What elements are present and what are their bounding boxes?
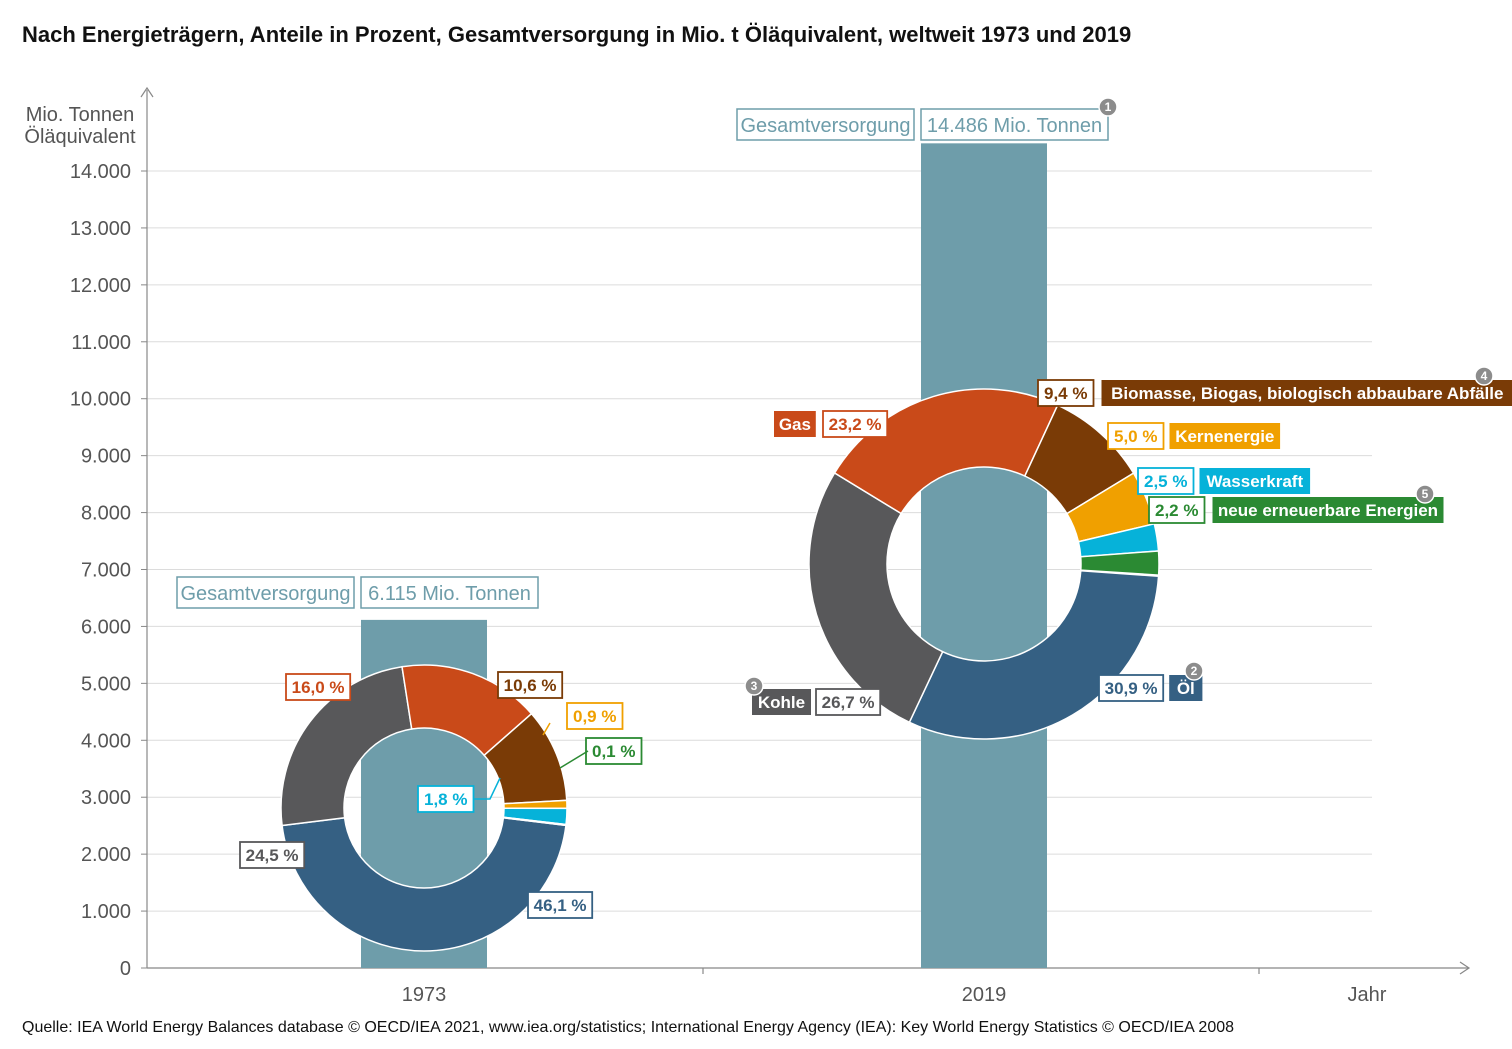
segment-label-biomasse: 9,4 % <box>1044 384 1087 403</box>
footnote-badge <box>744 676 764 696</box>
total-label-box <box>736 108 915 141</box>
segment-label-oel: 46,1 % <box>534 896 587 915</box>
y-tick-label: 10.000 <box>70 389 131 411</box>
segment-label-wasser-box <box>417 785 475 813</box>
segment-name-biomasse: Biomasse, Biogas, biologisch abbaubare A… <box>1111 384 1503 403</box>
segment-label-neue-box <box>1148 496 1206 524</box>
segment-label-biomasse-box <box>1037 379 1095 407</box>
x-tick-label: 2019 <box>962 984 1007 1006</box>
segment-name-gas: Gas <box>779 415 811 434</box>
segment-name-neue-box <box>1212 497 1444 523</box>
leader-wasser <box>474 777 501 800</box>
leader-neue <box>559 750 589 769</box>
total-value-label: 14.486 Mio. Tonnen <box>927 115 1102 137</box>
footnote-badge <box>1184 661 1204 681</box>
segment-label-gas-box <box>285 673 352 701</box>
footnote-number: 3 <box>751 679 758 693</box>
y-tick-label: 12.000 <box>70 275 131 297</box>
y-tick-label: 14.000 <box>70 161 131 183</box>
y-tick-label: 1.000 <box>81 901 131 923</box>
segment-label-gas: 16,0 % <box>292 678 345 697</box>
y-tick-label: 5.000 <box>81 673 131 695</box>
y-tick-label: 4.000 <box>81 730 131 752</box>
total-label-box <box>176 576 355 609</box>
segment-label-oel-box <box>1098 674 1165 702</box>
footnote-number: 5 <box>1422 487 1429 501</box>
chart-title: Nach Energieträgern, Anteile in Prozent,… <box>22 22 1132 47</box>
segment-label-wasser-box <box>1137 467 1195 495</box>
segment-label-kohle-box <box>815 688 882 716</box>
segment-label-kern-box <box>1107 422 1165 450</box>
segment-name-oel: Öl <box>1177 679 1195 698</box>
segment-label-kohle: 26,7 % <box>822 693 875 712</box>
total-value-label: 6.115 Mio. Tonnen <box>368 583 531 605</box>
leader-kern <box>542 722 551 736</box>
total-value-label-box <box>360 576 539 609</box>
footnote-number: 2 <box>1191 664 1198 678</box>
total-label: Gesamtversorgung <box>740 115 910 137</box>
y-axis-arrow <box>140 86 154 98</box>
total-value-label-box <box>920 108 1109 141</box>
source-note: Quelle: IEA World Energy Balances databa… <box>22 1019 1235 1036</box>
y-axis-label: Mio. Tonnen <box>26 104 135 126</box>
segment-name-kern-box <box>1169 423 1281 449</box>
y-tick-label: 6.000 <box>81 616 131 638</box>
y-tick-label: 9.000 <box>81 446 131 468</box>
total-label: Gesamtversorgung <box>180 583 350 605</box>
y-tick-label: 13.000 <box>70 218 131 240</box>
segment-name-kern: Kernenergie <box>1175 427 1274 446</box>
donut-segment-neue <box>502 816 567 827</box>
segment-label-wasser: 2,5 % <box>1144 472 1187 491</box>
y-axis-label: Öläquivalent <box>24 126 136 148</box>
footnote-number: 4 <box>1481 369 1488 383</box>
segment-label-neue-box <box>585 737 643 765</box>
segment-label-oel: 30,9 % <box>1105 679 1158 698</box>
segment-label-kohle: 24,5 % <box>246 846 299 865</box>
footnote-badge <box>1474 366 1494 386</box>
y-tick-label: 2.000 <box>81 844 131 866</box>
segment-name-kohle: Kohle <box>758 693 805 712</box>
footnote-badge <box>1415 484 1435 504</box>
x-axis-label: Jahr <box>1348 984 1387 1006</box>
segment-label-kohle-box <box>239 841 306 869</box>
bar <box>921 143 1047 969</box>
x-tick-label: 1973 <box>402 984 447 1006</box>
segment-label-neue: 0,1 % <box>592 742 635 761</box>
segment-label-kern: 0,9 % <box>573 707 616 726</box>
segment-label-biomasse-box <box>497 671 564 699</box>
segment-label-kern: 5,0 % <box>1114 427 1157 446</box>
segment-name-biomasse-box <box>1101 380 1512 406</box>
segment-label-biomasse: 10,6 % <box>504 676 557 695</box>
segment-name-wasser-box <box>1199 468 1311 494</box>
segment-name-kohle-box <box>752 689 811 715</box>
donut-segment-kohle <box>808 471 944 724</box>
donut-segment-oel <box>908 569 1160 740</box>
footnote-number: 1 <box>1105 100 1112 114</box>
donut-segment-neue <box>1079 550 1160 576</box>
segment-label-wasser: 1,8 % <box>424 790 467 809</box>
segment-name-gas-box <box>774 411 816 437</box>
y-tick-label: 11.000 <box>71 332 131 354</box>
segment-label-kern-box <box>566 702 624 730</box>
segment-name-wasser: Wasserkraft <box>1206 472 1303 491</box>
footnote-badge <box>1098 97 1118 117</box>
segment-name-neue: neue erneuerbare Energien <box>1218 501 1438 520</box>
y-tick-label: 3.000 <box>81 787 131 809</box>
segment-label-gas-box <box>822 410 889 438</box>
segment-label-oel-box <box>527 891 594 919</box>
segment-label-gas: 23,2 % <box>829 415 882 434</box>
x-axis-arrow <box>1459 961 1471 975</box>
y-tick-label: 8.000 <box>81 503 131 525</box>
segment-label-neue: 2,2 % <box>1155 501 1198 520</box>
y-tick-label: 0 <box>120 958 131 980</box>
y-tick-label: 7.000 <box>81 560 131 582</box>
donut-segment-kohle <box>280 665 413 827</box>
